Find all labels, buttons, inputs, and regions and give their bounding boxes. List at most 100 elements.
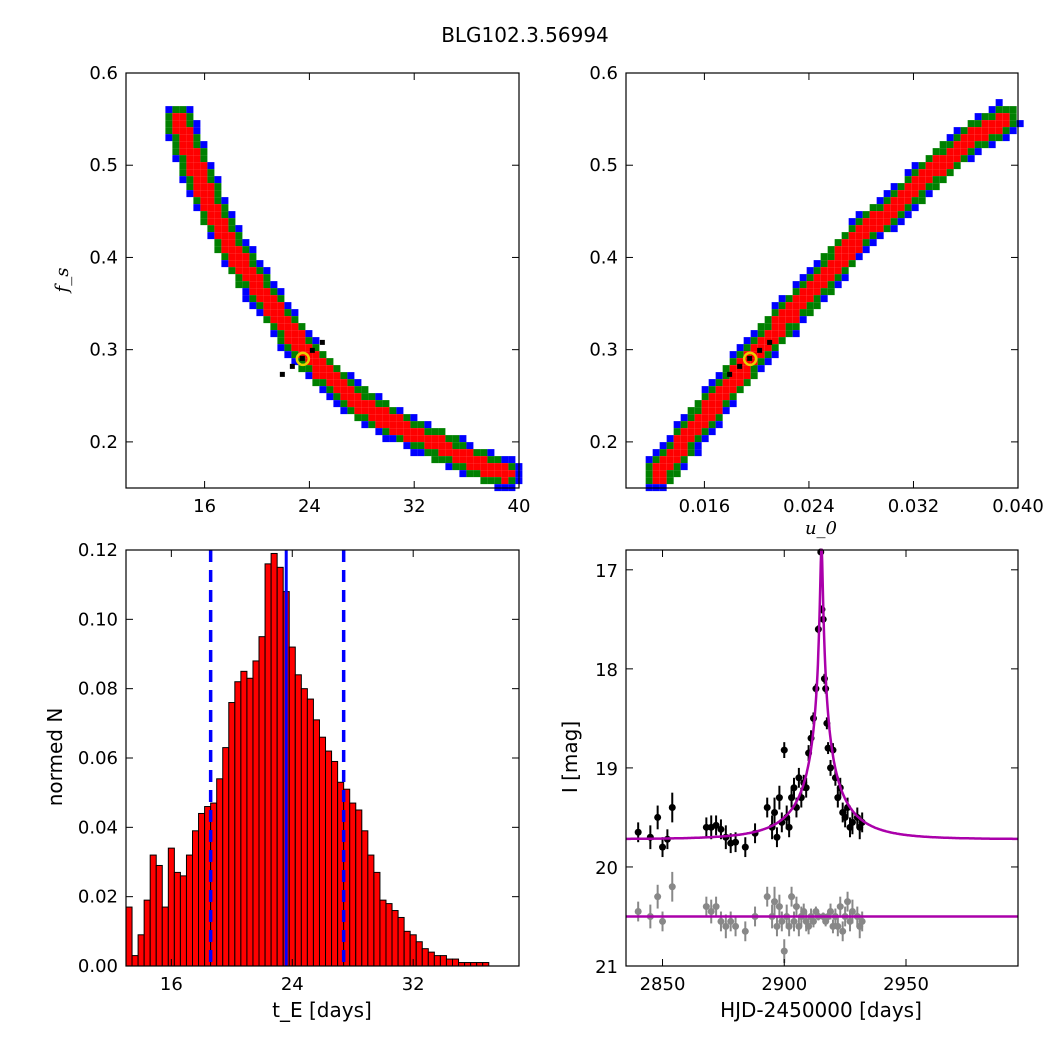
p1-cell xyxy=(249,295,257,303)
p1-cell xyxy=(410,449,418,457)
p2-cell xyxy=(708,414,716,422)
p1-cell xyxy=(193,162,201,170)
p2-cell xyxy=(897,190,905,198)
p2-cell xyxy=(813,281,821,289)
p1-cell xyxy=(277,309,285,317)
p2-cell xyxy=(855,211,863,219)
p2-cell xyxy=(666,470,674,478)
p2-cell xyxy=(960,155,968,163)
p2-cell xyxy=(729,365,737,373)
p2-xtick-label: 0.040 xyxy=(992,496,1044,517)
p2-cell xyxy=(890,211,898,219)
p1-cell xyxy=(193,169,201,177)
p1-cell xyxy=(249,253,257,261)
p4-ytick-label: 21 xyxy=(595,957,618,978)
p2-cell xyxy=(848,253,856,261)
p4-ytick-label: 19 xyxy=(595,759,618,780)
p2-cell xyxy=(904,190,912,198)
p2-cell xyxy=(925,176,933,184)
p2-cell xyxy=(708,421,716,429)
histogram-bar xyxy=(270,552,278,967)
p2-cell xyxy=(834,281,842,289)
p2-cell xyxy=(764,323,772,331)
p2-cell xyxy=(904,204,912,212)
p1-cell xyxy=(319,386,327,394)
p2-cell xyxy=(673,463,681,471)
p1-cell xyxy=(354,386,362,394)
p1-cell xyxy=(165,106,173,114)
p1-cell xyxy=(389,407,397,415)
p1-best-cell xyxy=(289,363,295,369)
p2-cell xyxy=(918,162,926,170)
histogram-bar xyxy=(397,916,405,967)
p1-cell xyxy=(263,302,271,310)
residual-point xyxy=(727,917,735,925)
p2-cell xyxy=(855,239,863,247)
p2-cell xyxy=(729,358,737,366)
data-point xyxy=(773,833,781,841)
histogram-bar xyxy=(149,854,157,967)
p2-cell xyxy=(792,330,800,338)
p2-cell xyxy=(666,456,674,464)
p2-cell xyxy=(834,260,842,268)
p3-ytick-label: 0.00 xyxy=(78,956,118,977)
p1-cell xyxy=(186,113,194,121)
p2-cell xyxy=(981,113,989,121)
p2-cell xyxy=(834,246,842,254)
p2-cell xyxy=(757,330,765,338)
p2-cell xyxy=(680,442,688,450)
p2-cell xyxy=(771,330,779,338)
histogram-bar xyxy=(331,760,339,967)
p1-cell xyxy=(347,372,355,380)
p2-cell xyxy=(694,449,702,457)
histogram-bar xyxy=(325,750,333,967)
p1-cell xyxy=(263,316,271,324)
p2-cell xyxy=(911,197,919,205)
p2-cell xyxy=(659,456,667,464)
p2-ytick-label: 0.4 xyxy=(589,247,618,268)
p1-cell xyxy=(361,421,369,429)
p1-cell xyxy=(186,162,194,170)
p2-cell xyxy=(652,456,660,464)
p1-cell xyxy=(340,372,348,380)
p2-cell xyxy=(988,113,996,121)
residual-point xyxy=(775,903,783,911)
p2-cell xyxy=(918,190,926,198)
p1-cell xyxy=(242,281,250,289)
p2-cell xyxy=(1016,120,1024,128)
p1-cell xyxy=(389,421,397,429)
p2-cell xyxy=(855,225,863,233)
p2-cell xyxy=(729,351,737,359)
data-point xyxy=(702,823,710,831)
histogram-bar xyxy=(385,903,393,967)
p1-cell xyxy=(291,309,299,317)
p1-cell xyxy=(361,386,369,394)
p1-cell xyxy=(508,477,516,485)
p1-cell xyxy=(473,449,481,457)
p1-cell xyxy=(473,463,481,471)
p2-cell xyxy=(946,169,954,177)
residual-point xyxy=(829,922,837,930)
p1-cell xyxy=(193,141,201,149)
p1-cell xyxy=(354,393,362,401)
p4-xtick-label: 2950 xyxy=(883,974,929,995)
p1-cell xyxy=(445,435,453,443)
p1-cell xyxy=(396,421,404,429)
p1-cell xyxy=(221,260,229,268)
residual-point xyxy=(732,922,740,930)
p3-xlabel: t_E [days] xyxy=(272,998,372,1022)
p1-best-fit-marker xyxy=(295,351,311,367)
p2-cell xyxy=(701,414,709,422)
p1-cell xyxy=(277,330,285,338)
p1-cell xyxy=(445,463,453,471)
p2-ytick-label: 0.5 xyxy=(589,155,618,176)
p2-cell xyxy=(757,351,765,359)
p2-cell xyxy=(995,99,1003,107)
p2-cell xyxy=(729,400,737,408)
p1-cell xyxy=(347,386,355,394)
residual-point xyxy=(858,917,866,925)
p1-cell xyxy=(242,295,250,303)
p2-cell xyxy=(883,218,891,226)
data-point xyxy=(732,838,740,846)
p1-cell xyxy=(361,414,369,422)
